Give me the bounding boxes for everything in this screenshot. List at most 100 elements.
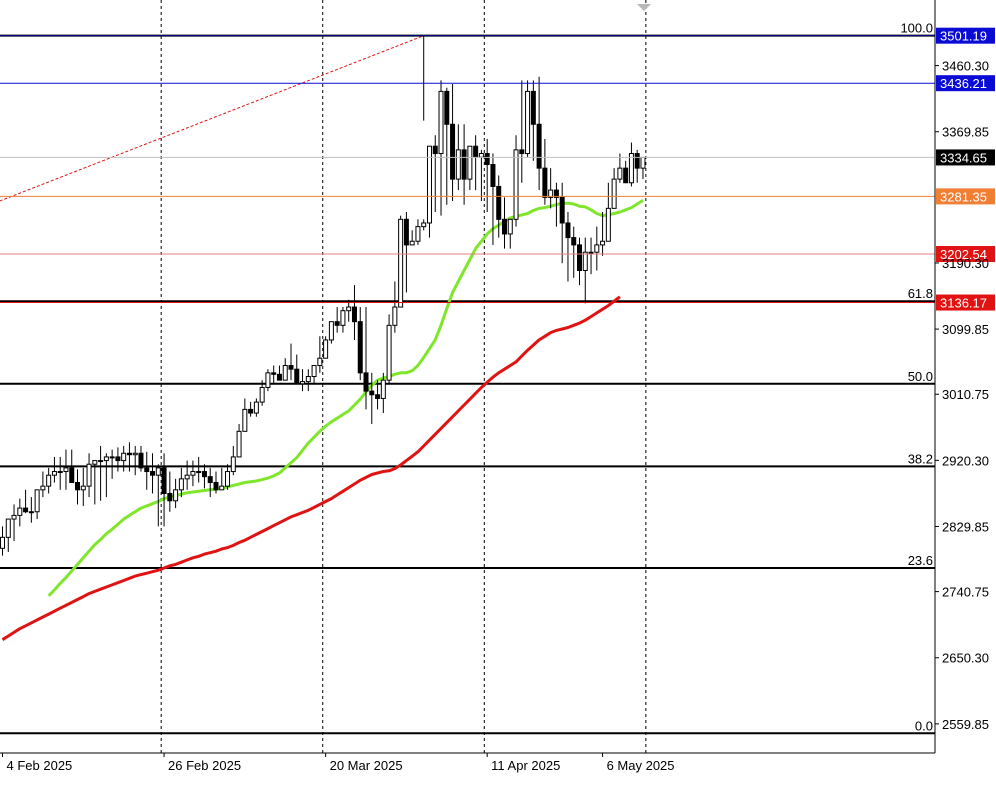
- candle-body: [155, 467, 161, 476]
- x-tick-label: 26 Feb 2025: [168, 758, 241, 773]
- y-tick-label: 2559.85: [942, 717, 989, 732]
- candle-body: [23, 507, 29, 513]
- candle-body: [51, 471, 57, 476]
- candle-body: [588, 251, 594, 254]
- candle-body: [478, 153, 484, 158]
- candle-body: [201, 471, 207, 478]
- candle-body: [265, 372, 271, 388]
- x-tick-label: 11 Apr 2025: [491, 758, 560, 773]
- candle-layer: [0, 76, 646, 556]
- candle-body: [75, 482, 81, 491]
- price-badge-label: 3136.17: [940, 296, 987, 311]
- candle-body: [34, 489, 40, 513]
- price-badge-label: 3202.54: [940, 247, 987, 262]
- candle-body: [282, 365, 288, 381]
- candle-body: [288, 365, 294, 370]
- candle-body: [432, 145, 438, 155]
- candle-body: [86, 463, 92, 487]
- y-tick-label: 3010.75: [942, 387, 989, 402]
- candle-body: [559, 196, 565, 224]
- candle-body: [600, 240, 606, 246]
- candle-body: [248, 408, 254, 414]
- candle-body: [63, 467, 69, 473]
- candle-body: [173, 489, 179, 502]
- y-tick-label: 2829.85: [942, 519, 989, 534]
- candle-body: [11, 514, 17, 520]
- candle-body: [109, 456, 115, 459]
- candle-body: [386, 324, 392, 381]
- price-badge-label: 3281.35: [940, 189, 987, 204]
- candle-body: [461, 149, 467, 180]
- candle-body: [496, 185, 502, 220]
- candle-body: [507, 218, 513, 235]
- candle-body: [17, 507, 23, 516]
- candle-body: [455, 149, 461, 180]
- candle-body: [403, 218, 409, 246]
- candle-body: [323, 339, 329, 359]
- candle-body: [259, 386, 265, 403]
- candle-body: [294, 368, 300, 385]
- candle-body: [92, 460, 98, 465]
- candle-body: [426, 145, 432, 224]
- fib-level-label: 0.0: [915, 718, 933, 733]
- candle-body: [121, 452, 127, 462]
- candle-body: [207, 476, 213, 484]
- price-badge: [936, 75, 995, 92]
- candle-body: [565, 222, 571, 239]
- y-tick-label: 2650.30: [942, 651, 989, 666]
- candle-body: [230, 456, 236, 473]
- price-axis: 3501.19 3436.21 3334.65 3281.35 3202.54 3136.…: [934, 0, 995, 753]
- candle-body: [380, 379, 386, 399]
- candle-body: [225, 471, 231, 487]
- candle-body: [398, 218, 404, 308]
- fibonacci-layer: 100.0 61.8 50.0 38.2 23.6 0.0: [0, 21, 935, 735]
- shift-marker-icon[interactable]: [637, 4, 651, 11]
- candle-body: [525, 90, 531, 155]
- fib-level-label: 50.0: [908, 369, 933, 384]
- candle-body: [392, 306, 398, 326]
- candle-body: [536, 123, 542, 169]
- price-badge: [936, 188, 995, 205]
- price-badge-label: 3436.21: [940, 76, 987, 91]
- candle-body: [628, 153, 634, 184]
- fib-level-label: 38.2: [908, 451, 933, 466]
- candle-body: [363, 372, 369, 392]
- y-tick-label: 2740.75: [942, 585, 989, 600]
- candle-body: [184, 474, 190, 480]
- candle-body: [623, 167, 629, 184]
- price-badge: [936, 27, 995, 44]
- candle-body: [167, 492, 173, 502]
- candle-body: [126, 452, 132, 456]
- candle-body: [46, 474, 52, 487]
- candle-body: [519, 149, 525, 155]
- candle-body: [571, 237, 577, 246]
- candle-body: [438, 90, 444, 155]
- candle-body: [178, 478, 184, 491]
- candle-body: [150, 471, 156, 476]
- candle-body: [467, 145, 473, 180]
- x-tick-label: 6 May 2025: [607, 758, 675, 773]
- candle-body: [103, 456, 109, 462]
- y-tick-label: 3369.85: [942, 125, 989, 140]
- candle-body: [161, 467, 167, 494]
- moving-average-line: [47, 199, 644, 597]
- candle-body: [577, 244, 582, 271]
- price-badge: [936, 246, 995, 263]
- y-tick-label: 3190.30: [942, 256, 989, 271]
- candle-body: [144, 467, 150, 473]
- candle-body: [242, 408, 248, 432]
- candle-body: [219, 485, 225, 491]
- x-tick-label: 4 Feb 2025: [7, 758, 73, 773]
- candle-body: [605, 207, 611, 242]
- candle-body: [346, 306, 352, 312]
- candle-body: [69, 467, 75, 484]
- y-tick-label: 2920.30: [942, 453, 989, 468]
- candle-body: [98, 460, 104, 463]
- candle-body: [640, 156, 646, 169]
- candle-body: [421, 222, 427, 228]
- candle-body: [80, 485, 86, 491]
- candle-body: [617, 167, 623, 180]
